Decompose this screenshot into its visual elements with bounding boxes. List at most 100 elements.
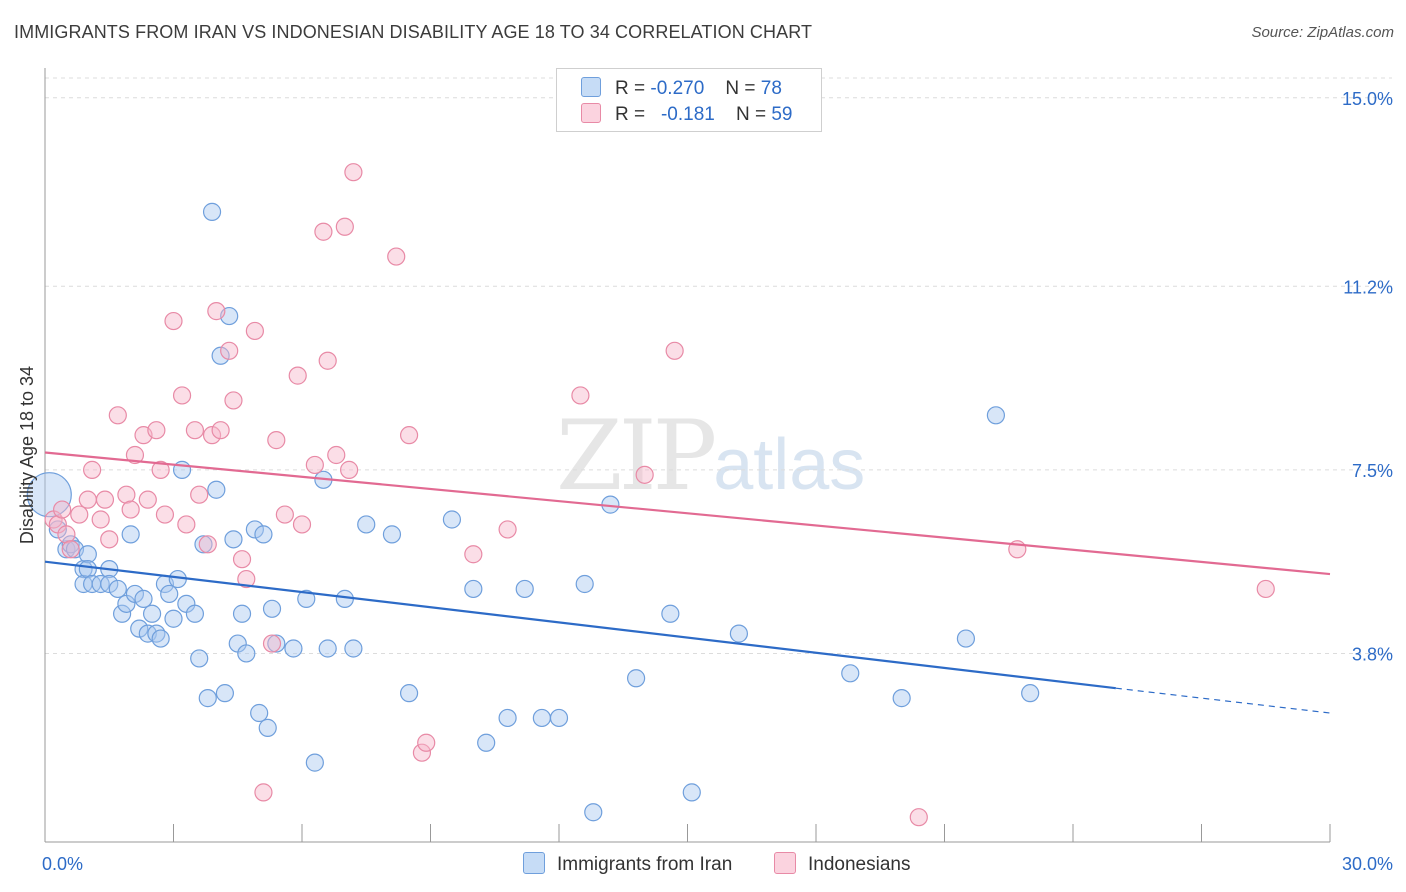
data-point: [344, 639, 363, 658]
data-point: [121, 525, 140, 544]
data-point: [207, 302, 226, 321]
data-point: [215, 684, 234, 703]
y-axis-label: Disability Age 18 to 34: [17, 366, 37, 544]
data-point: [284, 639, 303, 658]
data-point: [1256, 579, 1275, 599]
data-point: [682, 783, 701, 802]
data-point: [305, 455, 324, 475]
data-point: [185, 421, 205, 440]
data-point: [1021, 684, 1040, 703]
bottom-legend-iran: Immigrants from Iran: [523, 852, 732, 876]
data-point: [78, 560, 97, 579]
data-point: [224, 391, 243, 410]
data-point: [177, 515, 196, 534]
legend-n-label: N =: [735, 104, 767, 125]
data-point: [53, 500, 72, 519]
trend-line: [44, 451, 1331, 576]
data-point: [305, 753, 324, 772]
data-point: [262, 634, 282, 653]
data-point: [892, 689, 911, 708]
data-point: [382, 525, 402, 544]
legend-r-value: -0.181: [660, 104, 715, 125]
watermark: ZIPatlas: [556, 400, 865, 512]
y-tick-label: 7.5%: [1352, 461, 1393, 481]
data-point: [172, 386, 192, 405]
data-point: [125, 584, 145, 604]
data-point: [267, 634, 286, 653]
data-point: [211, 421, 230, 440]
data-point: [26, 472, 72, 518]
data-point: [147, 421, 166, 440]
series-indonesians-points: [44, 163, 1275, 827]
data-point: [207, 480, 226, 499]
data-point: [532, 708, 551, 728]
data-point: [986, 406, 1006, 425]
data-point: [477, 733, 496, 752]
data-point: [442, 510, 462, 529]
data-point: [155, 505, 175, 524]
data-point: [275, 505, 294, 524]
legend-swatch-indonesians: [581, 103, 601, 123]
series-iran-points: [26, 202, 1040, 822]
data-point: [48, 520, 67, 539]
legend-r-value: -0.270: [650, 78, 705, 99]
data-point: [498, 708, 517, 728]
chart-title: IMMIGRANTS FROM IRAN VS INDONESIAN DISAB…: [14, 22, 813, 42]
x-tick-label: 30.0%: [1342, 854, 1393, 874]
data-point: [121, 500, 140, 519]
data-point: [245, 520, 264, 539]
data-point: [245, 321, 264, 341]
legend-n-label: N =: [725, 78, 756, 99]
data-point: [91, 510, 110, 529]
data-point: [571, 386, 590, 405]
legend-r-label: R =: [615, 104, 646, 125]
data-point: [185, 604, 205, 623]
data-point: [335, 217, 354, 236]
data-point: [498, 520, 517, 539]
data-point: [292, 515, 312, 534]
data-point: [464, 579, 483, 599]
data-point: [138, 490, 157, 509]
data-point: [117, 485, 136, 504]
data-point: [78, 490, 97, 509]
data-point: [357, 515, 376, 534]
data-point: [151, 460, 170, 479]
data-point: [151, 629, 170, 648]
data-point: [83, 460, 102, 479]
data-point: [515, 579, 534, 599]
data-point: [130, 619, 149, 638]
data-point: [100, 574, 119, 594]
legend-r-label: R =: [615, 78, 646, 99]
data-point: [297, 589, 316, 608]
data-point: [549, 708, 569, 728]
x-tick-label: 0.0%: [42, 854, 83, 874]
data-point: [237, 644, 256, 663]
legend-swatch-iran: [581, 77, 601, 97]
data-point: [909, 808, 928, 827]
data-point: [635, 465, 654, 484]
data-point: [194, 535, 213, 554]
bottom-legend-label-iran: Immigrants from Iran: [557, 854, 733, 875]
data-point: [220, 341, 239, 360]
watermark-atlas: atlas: [713, 425, 866, 505]
data-point: [164, 311, 183, 331]
data-point: [198, 535, 217, 554]
source-label: Source: ZipAtlas.com: [1251, 24, 1394, 41]
data-point: [57, 525, 76, 544]
legend-n-value: 59: [771, 104, 793, 125]
trend-line-extension: [1115, 687, 1331, 714]
data-point: [262, 599, 282, 618]
bottom-legend-label-indonesians: Indonesians: [808, 854, 911, 875]
data-point: [417, 733, 436, 752]
data-point: [70, 505, 89, 524]
data-point: [729, 624, 749, 643]
data-point: [344, 163, 363, 182]
data-point: [412, 743, 432, 762]
data-point: [160, 584, 179, 604]
data-point: [584, 803, 603, 822]
data-point: [318, 639, 337, 658]
data-point: [100, 530, 119, 549]
bottom-legend-swatch-iran: [523, 852, 545, 874]
data-point: [575, 574, 594, 594]
legend-row-indonesians: R = -0.181 N = 59: [581, 103, 792, 127]
